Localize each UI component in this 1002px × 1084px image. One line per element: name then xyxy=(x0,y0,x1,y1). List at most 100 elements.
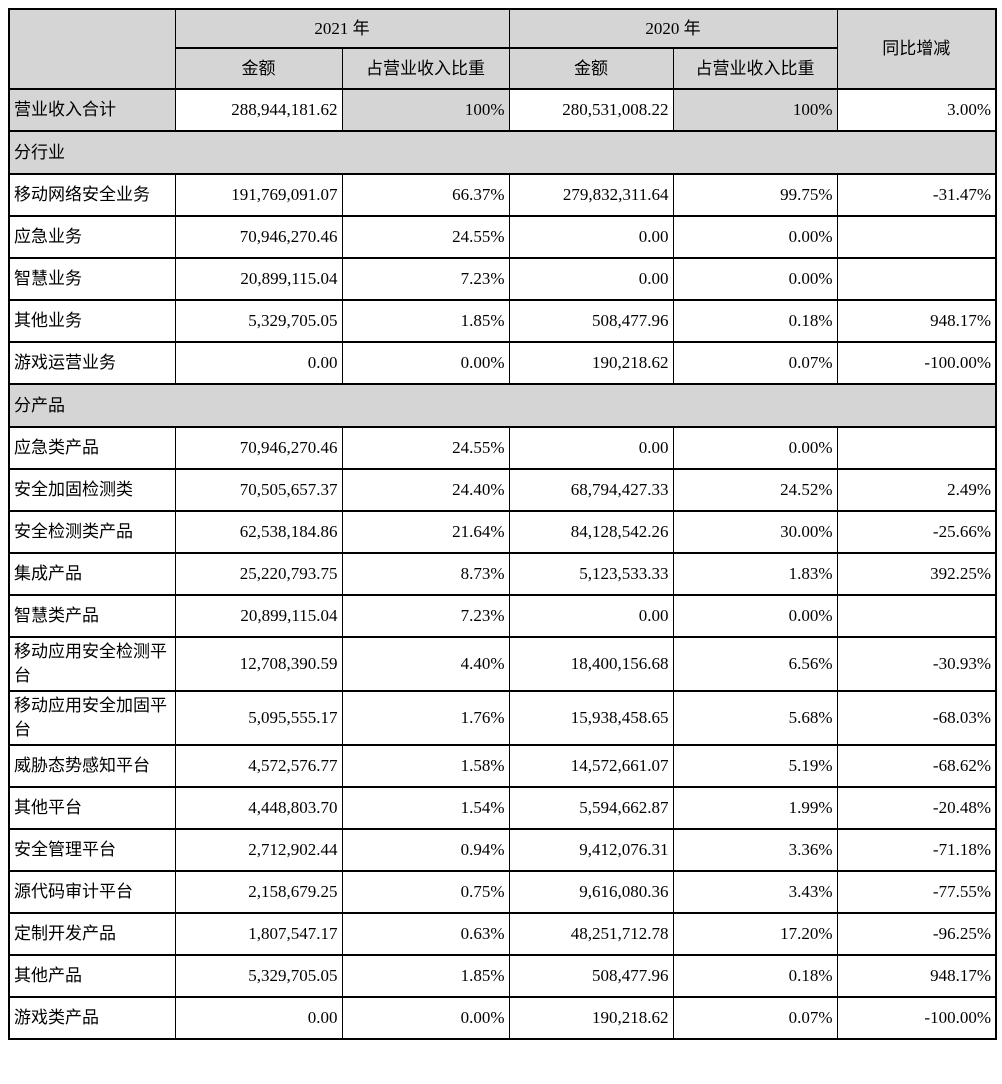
amount-2020-cell: 18,400,156.68 xyxy=(508,636,674,692)
table-row: 营业收入合计 288,944,181.62 100% 280,531,008.22 10… xyxy=(8,88,997,132)
amount-2020-cell: 68,794,427.33 xyxy=(508,468,674,512)
share-2020-cell: 3.43% xyxy=(672,870,838,914)
year-2020-header: 2020 年 xyxy=(508,8,838,49)
amount-2021-cell: 2,158,679.25 xyxy=(174,870,343,914)
row-label: 游戏类产品 xyxy=(8,996,176,1040)
yoy-cell: -31.47% xyxy=(836,173,997,217)
amount-2021-cell: 5,095,555.17 xyxy=(174,690,343,746)
share-2021-cell: 1.76% xyxy=(341,690,510,746)
revenue-breakdown-table: 2021 年 2020 年 同比增减 金额 占营业收入比重 金额 占营业收入比重… xyxy=(8,8,997,1040)
table-header: 2021 年 2020 年 同比增减 金额 占营业收入比重 金额 占营业收入比重 xyxy=(8,8,997,90)
yoy-cell: -71.18% xyxy=(836,828,997,872)
share-2021-cell: 1.85% xyxy=(341,954,510,998)
amount-2020-cell: 0.00 xyxy=(508,426,674,470)
amount-2021-cell: 4,448,803.70 xyxy=(174,786,343,830)
share-2020-cell: 0.18% xyxy=(672,299,838,343)
share-2021-cell: 4.40% xyxy=(341,636,510,692)
table-row: 移动应用安全检测平台 12,708,390.59 4.40% 18,400,156.6… xyxy=(8,636,997,692)
table-body: 营业收入合计 288,944,181.62 100% 280,531,008.22 10… xyxy=(8,88,997,1040)
share-2021-cell: 0.00% xyxy=(341,341,510,385)
amount-2021-cell: 70,946,270.46 xyxy=(174,426,343,470)
yoy-cell: 392.25% xyxy=(836,552,997,596)
share-2020-cell: 100% xyxy=(672,88,838,132)
row-label: 应急类产品 xyxy=(8,426,176,470)
share-2021-cell: 66.37% xyxy=(341,173,510,217)
row-label: 集成产品 xyxy=(8,552,176,596)
amount-2021-cell: 70,505,657.37 xyxy=(174,468,343,512)
amount-2020-cell: 508,477.96 xyxy=(508,954,674,998)
yoy-cell xyxy=(836,594,997,638)
amount-2020-cell: 190,218.62 xyxy=(508,341,674,385)
amount-2021-header: 金额 xyxy=(174,47,343,90)
row-label: 营业收入合计 xyxy=(8,88,176,132)
year-2021-header: 2021 年 xyxy=(174,8,510,49)
yoy-cell: -68.03% xyxy=(836,690,997,746)
amount-2021-cell: 0.00 xyxy=(174,341,343,385)
yoy-cell: -100.00% xyxy=(836,996,997,1040)
yoy-cell xyxy=(836,426,997,470)
row-label: 智慧类产品 xyxy=(8,594,176,638)
share-2020-cell: 0.18% xyxy=(672,954,838,998)
share-2021-cell: 7.23% xyxy=(341,594,510,638)
yoy-cell: -25.66% xyxy=(836,510,997,554)
section-row: 分产品 xyxy=(8,383,997,428)
share-2021-cell: 100% xyxy=(341,88,510,132)
section-label: 分行业 xyxy=(8,130,997,175)
amount-2020-cell: 0.00 xyxy=(508,215,674,259)
share-2021-cell: 1.58% xyxy=(341,744,510,788)
amount-2021-cell: 2,712,902.44 xyxy=(174,828,343,872)
share-2020-cell: 0.00% xyxy=(672,215,838,259)
table-row: 其他业务 5,329,705.05 1.85% 508,477.96 0.18% 948.… xyxy=(8,299,997,343)
yoy-header: 同比增减 xyxy=(836,8,997,90)
share-2020-cell: 3.36% xyxy=(672,828,838,872)
yoy-cell xyxy=(836,257,997,301)
amount-2021-cell: 20,899,115.04 xyxy=(174,257,343,301)
yoy-cell xyxy=(836,215,997,259)
amount-2020-cell: 280,531,008.22 xyxy=(508,88,674,132)
row-label: 威胁态势感知平台 xyxy=(8,744,176,788)
yoy-cell: -68.62% xyxy=(836,744,997,788)
table-row: 游戏运营业务 0.00 0.00% 190,218.62 0.07% -100.00% xyxy=(8,341,997,385)
table-row: 威胁态势感知平台 4,572,576.77 1.58% 14,572,661.07 5.… xyxy=(8,744,997,788)
row-label: 应急业务 xyxy=(8,215,176,259)
yoy-cell: -30.93% xyxy=(836,636,997,692)
row-label: 源代码审计平台 xyxy=(8,870,176,914)
row-label: 游戏运营业务 xyxy=(8,341,176,385)
share-2021-cell: 1.54% xyxy=(341,786,510,830)
yoy-cell: -96.25% xyxy=(836,912,997,956)
share-2021-cell: 0.75% xyxy=(341,870,510,914)
amount-2020-cell: 508,477.96 xyxy=(508,299,674,343)
share-2020-cell: 1.99% xyxy=(672,786,838,830)
table-row: 智慧类产品 20,899,115.04 7.23% 0.00 0.00% xyxy=(8,594,997,638)
share-2021-cell: 1.85% xyxy=(341,299,510,343)
amount-2020-cell: 48,251,712.78 xyxy=(508,912,674,956)
yoy-cell: -77.55% xyxy=(836,870,997,914)
row-label: 移动应用安全加固平台 xyxy=(8,690,176,746)
amount-2020-cell: 9,412,076.31 xyxy=(508,828,674,872)
amount-2020-cell: 15,938,458.65 xyxy=(508,690,674,746)
share-2021-cell: 8.73% xyxy=(341,552,510,596)
table-row: 移动应用安全加固平台 5,095,555.17 1.76% 15,938,458.65… xyxy=(8,690,997,746)
share-2021-cell: 24.55% xyxy=(341,215,510,259)
amount-2020-cell: 0.00 xyxy=(508,594,674,638)
row-label: 其他业务 xyxy=(8,299,176,343)
row-label: 定制开发产品 xyxy=(8,912,176,956)
yoy-cell: -20.48% xyxy=(836,786,997,830)
share-2020-cell: 0.07% xyxy=(672,341,838,385)
share-2020-cell: 6.56% xyxy=(672,636,838,692)
share-2020-cell: 5.19% xyxy=(672,744,838,788)
yoy-cell: 948.17% xyxy=(836,299,997,343)
row-label: 智慧业务 xyxy=(8,257,176,301)
share-2021-cell: 7.23% xyxy=(341,257,510,301)
amount-2021-cell: 25,220,793.75 xyxy=(174,552,343,596)
amount-2020-cell: 0.00 xyxy=(508,257,674,301)
row-label: 安全管理平台 xyxy=(8,828,176,872)
amount-2020-cell: 5,123,533.33 xyxy=(508,552,674,596)
amount-2020-cell: 190,218.62 xyxy=(508,996,674,1040)
row-label: 安全检测类产品 xyxy=(8,510,176,554)
amount-2021-cell: 20,899,115.04 xyxy=(174,594,343,638)
share-2020-cell: 0.07% xyxy=(672,996,838,1040)
amount-2021-cell: 12,708,390.59 xyxy=(174,636,343,692)
section-label: 分产品 xyxy=(8,383,997,428)
row-label: 移动网络安全业务 xyxy=(8,173,176,217)
